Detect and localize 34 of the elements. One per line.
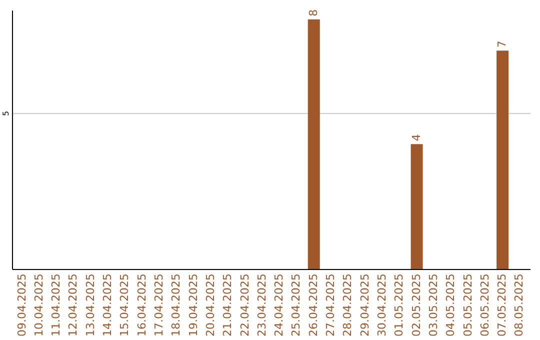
x-tick-label: 18.04.2025 — [170, 274, 183, 336]
data-label: 8 — [306, 9, 320, 16]
x-tick-label: 23.04.2025 — [255, 274, 268, 336]
x-tick-label: 28.04.2025 — [341, 274, 354, 336]
x-tick-label: 14.04.2025 — [101, 274, 114, 336]
x-tick-label: 27.04.2025 — [324, 274, 338, 336]
x-tick-label: 24.04.2025 — [272, 274, 286, 336]
x-tick-label: 17.04.2025 — [152, 274, 166, 336]
x-tick-label: 19.04.2025 — [186, 274, 200, 336]
y-tick-label: 5 — [2, 110, 10, 116]
x-tick-label: 07.05.2025 — [496, 274, 509, 336]
x-tick-label: 25.04.2025 — [290, 274, 303, 336]
x-tick-label: 11.04.2025 — [50, 274, 63, 336]
x-tick-label: 20.04.2025 — [204, 274, 217, 336]
x-tick-label: 02.05.2025 — [410, 274, 423, 336]
x-tick-label: 15.04.2025 — [118, 274, 132, 336]
x-tick-label: 21.04.2025 — [221, 274, 234, 336]
x-tick-label: 03.05.2025 — [426, 274, 440, 336]
data-label: 4 — [410, 134, 423, 142]
x-tick-label: 26.04.2025 — [306, 274, 320, 336]
x-tick-label: 06.05.2025 — [478, 274, 492, 336]
x-tick-label: 22.04.2025 — [238, 274, 252, 336]
x-tick-label: 30.04.2025 — [375, 274, 388, 336]
x-tick-label: 13.04.2025 — [84, 274, 97, 336]
x-tick-label: 12.04.2025 — [66, 274, 80, 336]
x-tick-label: 09.04.2025 — [15, 274, 28, 336]
x-tick-label: 16.04.2025 — [135, 274, 148, 336]
x-tick-label: 04.05.2025 — [444, 274, 458, 336]
x-tick-label: 29.04.2025 — [358, 274, 372, 336]
data-label: 7 — [496, 40, 509, 48]
x-tick-label: 08.05.2025 — [512, 274, 526, 336]
x-tick-label: 10.04.2025 — [32, 274, 46, 336]
x-tick-label: 05.05.2025 — [461, 274, 474, 336]
x-tick-label: 01.05.2025 — [392, 274, 406, 336]
